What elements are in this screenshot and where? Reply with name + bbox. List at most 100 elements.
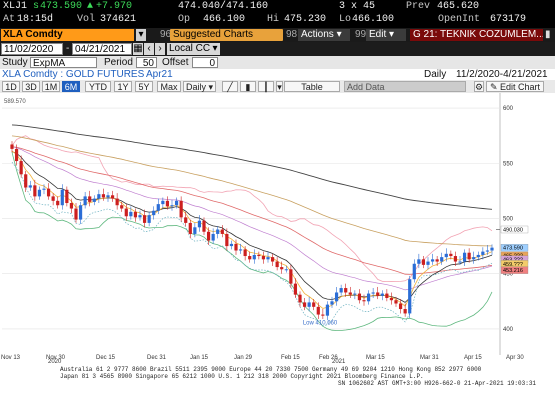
candle-body xyxy=(385,293,389,298)
suggested-charts-label: Suggested Charts xyxy=(173,29,254,40)
upper-band-line xyxy=(11,135,493,283)
candle-body xyxy=(403,309,407,314)
candle-body xyxy=(252,254,256,260)
range-button-1m[interactable]: 1M xyxy=(42,81,60,92)
ema-5-line xyxy=(11,150,493,309)
table-button[interactable]: Table xyxy=(284,81,340,92)
candle-body xyxy=(366,293,371,302)
candle-body xyxy=(325,304,330,316)
range-button-1y[interactable]: 1Y xyxy=(114,81,132,92)
settings-icon[interactable]: ⚙ xyxy=(474,81,484,92)
offset-input[interactable]: 0 xyxy=(192,57,218,69)
date-range-label: 11/2/2020-4/21/2021 xyxy=(456,69,548,80)
edit-chart-button[interactable]: ✎ Edit Chart xyxy=(486,81,544,92)
candle-body xyxy=(152,210,156,216)
candle-body xyxy=(348,292,352,295)
currency-dropdown-icon[interactable]: ▾ xyxy=(210,43,220,55)
security-field[interactable]: XLA Comdty xyxy=(1,29,134,41)
candle-body xyxy=(211,233,215,241)
candle-body xyxy=(184,217,188,223)
prev-period-icon[interactable]: ‹ xyxy=(144,43,154,55)
add-data-input[interactable]: Add Data xyxy=(344,81,466,92)
candle-body xyxy=(362,300,366,302)
candle-body xyxy=(376,292,380,296)
range-button-5y[interactable]: 5Y xyxy=(135,81,153,92)
range-button-3d[interactable]: 3D xyxy=(22,81,40,92)
candle-body xyxy=(220,229,224,234)
range-button-ytd[interactable]: YTD xyxy=(85,81,111,92)
edit-button[interactable]: Edit ▾ xyxy=(366,29,406,41)
candle-body xyxy=(275,261,279,268)
ema-200-line xyxy=(11,124,493,210)
candle-body xyxy=(83,196,87,206)
study-select[interactable]: ExpMA xyxy=(30,57,97,69)
security-menu-button[interactable]: ▾ xyxy=(136,29,146,41)
chevron-down-icon: ▾ xyxy=(208,82,214,92)
window-icon[interactable]: ▮ xyxy=(545,29,551,40)
candle-body xyxy=(490,247,494,251)
actions-button[interactable]: Actions ▾ xyxy=(298,29,350,41)
x-axis-label: Dec 15 xyxy=(96,355,116,361)
quote-open-label: Op xyxy=(178,14,191,25)
candle-body xyxy=(51,196,55,201)
x-axis-label: Mar 31 xyxy=(420,355,439,361)
range-button-6m[interactable]: 6M xyxy=(62,81,80,92)
y-axis-panel xyxy=(500,93,555,355)
footer-line-3: SN 1062602 AST GMT+3:00 H926-662-0 21-Ap… xyxy=(338,380,537,387)
price-tag-label: 473.590 xyxy=(503,246,523,252)
candle-body xyxy=(197,220,202,228)
candle-body xyxy=(412,263,416,280)
y-tick-label: 500 xyxy=(503,216,514,222)
period-select[interactable]: Daily ▾ xyxy=(183,81,216,92)
quote-open: 466.100 xyxy=(203,14,246,25)
candle-body xyxy=(421,259,426,265)
quote-low-label: Lo xyxy=(339,14,352,25)
pencil-icon: ✎ xyxy=(489,82,498,92)
candle-body xyxy=(476,254,480,258)
candle-body xyxy=(14,148,19,162)
quote-last-prefix: s xyxy=(33,1,40,12)
chevron-down-icon: ▾ xyxy=(389,29,395,40)
toolbar-main: XLA Comdty ▾ 96 Suggested Charts 98 Acti… xyxy=(0,28,555,42)
candle-body xyxy=(92,198,96,202)
next-period-icon[interactable]: › xyxy=(155,43,165,55)
candle-body xyxy=(101,194,106,198)
x-axis-label: Apr 15 xyxy=(464,355,482,361)
candle-body xyxy=(430,259,435,262)
draw-line-icon[interactable]: ╱ xyxy=(222,81,238,92)
candle-body xyxy=(78,205,83,220)
candle-body xyxy=(74,208,78,220)
x-axis-label: Mar 15 xyxy=(366,355,385,361)
candle-body xyxy=(458,261,462,263)
candle-body xyxy=(161,200,165,205)
candle-chart-icon[interactable]: ┃ xyxy=(258,81,274,92)
candle-body xyxy=(129,211,133,217)
candle-body xyxy=(147,215,151,223)
currency-select[interactable]: Local CCY xyxy=(167,43,217,55)
range-button-1d[interactable]: 1D xyxy=(2,81,20,92)
range-button-max[interactable]: Max xyxy=(157,81,181,92)
quote-vol-label: Vol xyxy=(77,14,96,25)
candle-body xyxy=(115,198,119,206)
period-input[interactable]: 50 xyxy=(136,57,157,69)
quote-last: 473.590 xyxy=(40,1,83,12)
bloomberg-footer: Australia 61 2 9777 8600 Brazil 5511 239… xyxy=(0,365,555,400)
calendar-icon[interactable]: ▦ xyxy=(133,43,143,55)
candle-body xyxy=(88,196,92,202)
end-date-input[interactable]: 04/21/2021 xyxy=(72,43,132,55)
price-chart-svg[interactable]: 400 450 500 550 600 589.570 Low 410.660 490.030… xyxy=(0,93,555,355)
bar-chart-icon[interactable]: ▮ xyxy=(240,81,256,92)
chart-type-dropdown-icon[interactable]: ▾ xyxy=(276,81,283,92)
start-date-input[interactable]: 11/02/2020 xyxy=(1,43,63,55)
footer-line-2: Japan 81 3 4565 8900 Singapore 65 6212 1… xyxy=(60,373,424,380)
candle-body xyxy=(37,189,42,197)
x-axis-year-label: 2021 xyxy=(332,359,346,365)
suggested-charts-button[interactable]: Suggested Charts xyxy=(170,29,283,41)
candle-body xyxy=(357,293,362,301)
candle-body xyxy=(165,200,170,207)
candle-body xyxy=(321,314,325,316)
price-tag xyxy=(500,243,529,252)
quote-ticker[interactable]: XLJ1 xyxy=(3,1,28,12)
price-chart[interactable]: 400 450 500 550 600 589.570 Low 410.660 490.030… xyxy=(0,93,555,355)
x-axis-label: Jan 29 xyxy=(234,355,253,361)
